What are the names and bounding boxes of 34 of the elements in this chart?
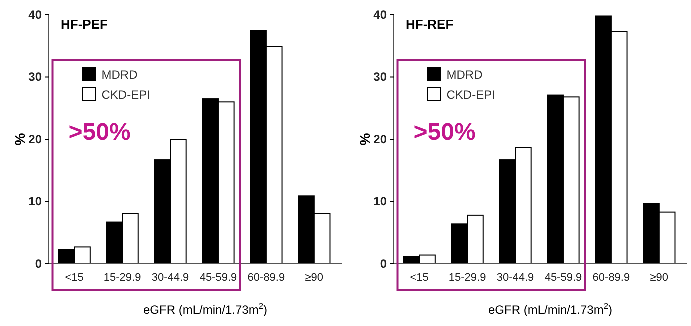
y-tick-label: 10 xyxy=(28,194,42,209)
y-tick-label: 40 xyxy=(28,8,42,22)
y-tick-label: 40 xyxy=(374,8,388,22)
x-tick-label: 45-59.9 xyxy=(544,272,582,284)
x-tick-label: ≥90 xyxy=(305,272,324,284)
x-tick-label: <15 xyxy=(65,272,84,284)
chart-title: HF-PEF xyxy=(61,17,108,32)
y-tick-label: 30 xyxy=(374,70,388,84)
x-tick-label: 30-44.9 xyxy=(496,272,534,284)
y-tick-label: 20 xyxy=(28,132,42,146)
y-tick-label: 20 xyxy=(374,132,388,146)
x-tick-label: 15-29.9 xyxy=(104,272,142,284)
y-axis-title: % xyxy=(357,132,373,146)
chart-title: HF-REF xyxy=(406,17,454,32)
x-tick-label: ≥90 xyxy=(650,272,669,284)
legend-label: CKD-EPI xyxy=(446,88,496,102)
y-tick-label: 10 xyxy=(374,194,388,209)
x-tick-label: 15-29.9 xyxy=(448,272,486,284)
x-tick-label: <15 xyxy=(410,272,429,284)
x-axis-title: eGFR (mL/min/1.73m$^{2}$) xyxy=(488,301,613,317)
x-tick-label: 60-89.9 xyxy=(248,272,286,284)
legend-label: CKD-EPI xyxy=(102,88,150,102)
legend-label: MDRD xyxy=(446,68,484,82)
y-tick-label: 0 xyxy=(35,256,42,271)
y-tick-label: 0 xyxy=(380,256,388,271)
annotation: >50% xyxy=(68,119,131,146)
y-axis-title: % xyxy=(12,132,28,146)
annotation: >50% xyxy=(414,119,476,146)
x-tick-label: 45-59.9 xyxy=(200,272,238,284)
x-axis-title: eGFR (mL/min/1.73m$^{2}$) xyxy=(143,301,268,317)
legend-label: MDRD xyxy=(102,68,138,82)
x-tick-label: 60-89.9 xyxy=(592,272,630,284)
x-tick-label: 30-44.9 xyxy=(152,272,190,284)
y-tick-label: 30 xyxy=(28,70,42,84)
